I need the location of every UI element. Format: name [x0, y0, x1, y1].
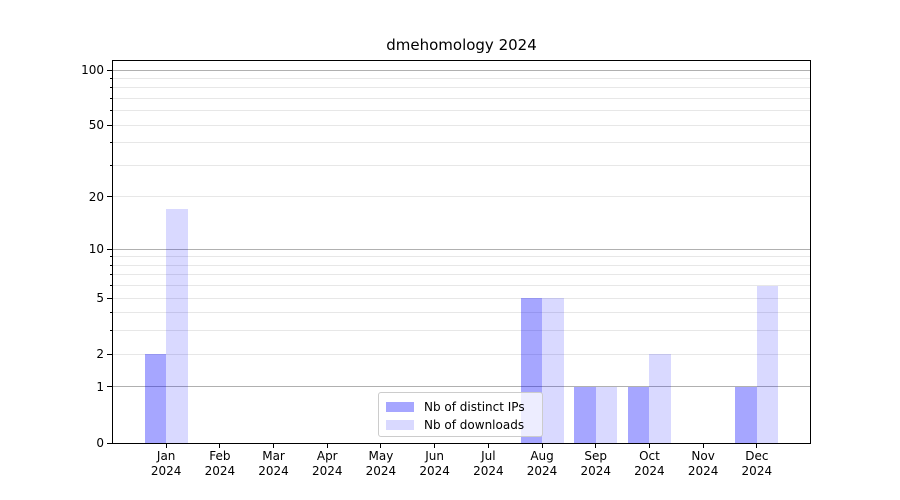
minor-gridline	[113, 124, 810, 126]
x-tick-mark	[648, 443, 650, 448]
chart-title: dmehomology 2024	[386, 36, 537, 54]
bar-downloads	[595, 386, 618, 443]
y-axis-tick-label: 10	[88, 242, 104, 257]
legend: Nb of distinct IPs Nb of downloads	[378, 392, 543, 437]
minor-gridline	[113, 196, 810, 198]
x-tick-mark	[326, 443, 328, 448]
y-tick-mark	[107, 353, 113, 355]
bar-distinct-ips	[735, 386, 757, 443]
y-minor-tick-mark	[110, 77, 113, 79]
legend-swatch-distinct-ips	[386, 402, 414, 412]
minor-gridline	[113, 77, 810, 79]
minor-gridline	[113, 353, 810, 355]
y-minor-tick-mark	[110, 87, 113, 89]
y-minor-tick-mark	[110, 256, 113, 258]
bar-distinct-ips	[627, 386, 650, 443]
minor-gridline	[113, 256, 810, 258]
x-axis-tick-label: Dec 2024	[741, 449, 773, 478]
legend-entry-distinct-ips: Nb of distinct IPs	[379, 398, 542, 416]
minor-gridline	[113, 330, 810, 332]
x-axis-tick-label: Jun 2024	[419, 449, 450, 478]
y-tick-mark	[107, 124, 113, 126]
y-tick-mark	[107, 442, 113, 444]
y-tick-mark	[107, 69, 113, 71]
y-tick-mark	[107, 297, 113, 299]
major-gridline	[113, 386, 810, 388]
major-gridline	[113, 69, 810, 71]
minor-gridline	[113, 87, 810, 89]
y-minor-tick-mark	[110, 110, 113, 112]
y-minor-tick-mark	[110, 330, 113, 332]
minor-gridline	[113, 164, 810, 166]
x-axis-tick-label: Apr 2024	[311, 449, 343, 478]
y-minor-tick-mark	[110, 312, 113, 314]
minor-gridline	[113, 264, 810, 266]
y-minor-tick-mark	[110, 285, 113, 287]
x-tick-mark	[595, 443, 597, 448]
bar-distinct-ips	[144, 354, 167, 443]
y-axis-tick-label: 100	[81, 63, 104, 77]
minor-gridline	[113, 274, 810, 276]
x-axis-tick-label: Nov 2024	[687, 449, 719, 478]
y-axis-tick-label: 50	[88, 118, 104, 133]
x-tick-mark	[273, 443, 275, 448]
minor-gridline	[113, 285, 810, 287]
y-minor-tick-mark	[110, 97, 113, 99]
plot-area	[112, 60, 811, 444]
y-axis-tick-label: 1	[96, 379, 104, 394]
x-axis-tick-label: Mar 2024	[258, 449, 289, 478]
y-tick-mark	[107, 386, 113, 388]
x-tick-mark	[434, 443, 436, 448]
minor-gridline	[113, 142, 810, 144]
y-axis-tick-label: 0	[96, 436, 104, 450]
x-axis-tick-label: Jul 2024	[473, 449, 504, 478]
y-minor-tick-mark	[110, 142, 113, 144]
y-minor-tick-mark	[110, 274, 113, 276]
x-tick-mark	[541, 443, 543, 448]
bar-downloads	[756, 285, 779, 443]
x-tick-mark	[219, 443, 221, 448]
minor-gridline	[113, 312, 810, 314]
bar-distinct-ips	[574, 386, 596, 443]
legend-label-distinct-ips: Nb of distinct IPs	[424, 400, 525, 414]
x-tick-mark	[702, 443, 704, 448]
x-axis-tick-label: Jan 2024	[150, 449, 182, 478]
minor-gridline	[113, 297, 810, 299]
y-minor-tick-mark	[110, 164, 113, 166]
x-axis-tick-label: Sep 2024	[580, 449, 611, 478]
y-axis-tick-label: 2	[96, 347, 104, 362]
x-tick-mark	[380, 443, 382, 448]
y-axis-tick-label: 5	[96, 291, 104, 306]
x-axis-tick-label: Aug 2024	[526, 449, 558, 478]
legend-swatch-downloads	[386, 420, 414, 430]
minor-gridline	[113, 97, 810, 99]
x-tick-mark	[487, 443, 489, 448]
y-minor-tick-mark	[110, 264, 113, 266]
bar-downloads	[542, 298, 564, 443]
x-axis-tick-label: May 2024	[365, 449, 397, 478]
bar-downloads	[166, 209, 188, 443]
legend-label-downloads: Nb of downloads	[424, 418, 525, 432]
x-tick-mark	[756, 443, 758, 448]
legend-entry-downloads: Nb of downloads	[379, 416, 542, 434]
x-axis-tick-label: Oct 2024	[634, 449, 665, 478]
y-tick-mark	[107, 196, 113, 198]
minor-gridline	[113, 110, 810, 112]
x-tick-mark	[165, 443, 167, 448]
bar-downloads	[649, 354, 671, 443]
y-tick-mark	[107, 248, 113, 250]
y-axis-tick-label: 20	[88, 189, 104, 204]
major-gridline	[113, 248, 810, 250]
x-axis-tick-label: Feb 2024	[204, 449, 236, 478]
